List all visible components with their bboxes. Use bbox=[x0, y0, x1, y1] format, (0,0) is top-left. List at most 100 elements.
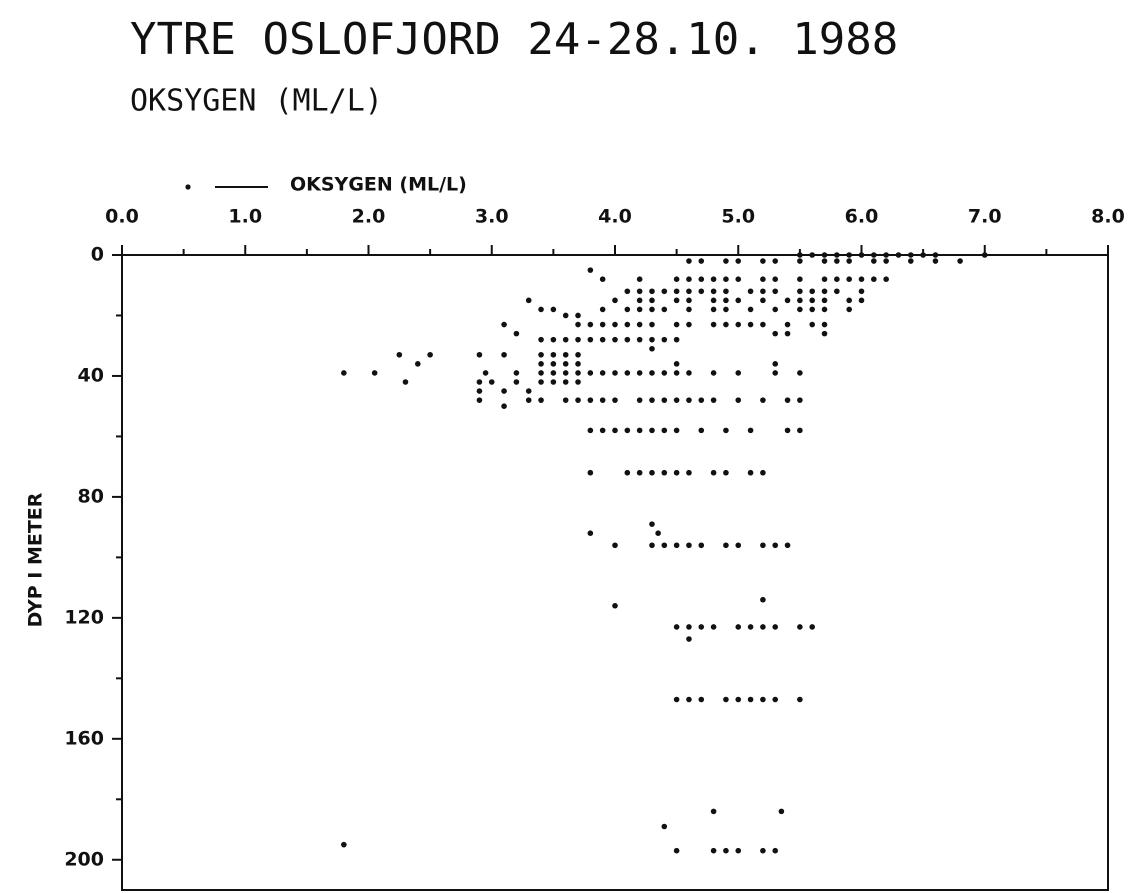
data-point bbox=[575, 361, 581, 367]
data-point bbox=[821, 288, 828, 295]
data-point bbox=[760, 542, 766, 549]
data-point bbox=[636, 336, 643, 343]
data-point bbox=[562, 312, 569, 319]
data-point bbox=[599, 276, 606, 282]
data-point bbox=[562, 336, 569, 343]
data-point bbox=[575, 321, 581, 328]
data-point bbox=[550, 370, 557, 376]
data-point bbox=[686, 258, 692, 264]
data-point bbox=[809, 288, 815, 295]
data-point bbox=[341, 370, 347, 376]
data-point bbox=[760, 276, 766, 282]
data-point bbox=[747, 469, 754, 476]
data-point bbox=[920, 252, 926, 258]
data-point bbox=[612, 336, 618, 343]
data-point bbox=[723, 276, 729, 282]
data-point bbox=[686, 542, 692, 549]
data-point bbox=[599, 427, 606, 434]
data-point bbox=[908, 258, 914, 264]
legend-marker bbox=[185, 184, 191, 190]
data-point bbox=[723, 306, 729, 313]
data-point bbox=[661, 427, 668, 434]
data-point bbox=[809, 624, 815, 630]
data-point bbox=[636, 397, 643, 403]
data-point bbox=[735, 542, 742, 549]
data-point bbox=[501, 403, 507, 409]
data-point bbox=[562, 370, 569, 376]
data-point bbox=[673, 288, 680, 295]
data-point bbox=[587, 397, 594, 403]
data-point bbox=[587, 469, 594, 476]
data-point bbox=[908, 252, 914, 258]
data-point bbox=[735, 370, 742, 376]
data-point bbox=[784, 321, 791, 328]
data-point bbox=[723, 542, 729, 549]
data-point bbox=[686, 696, 692, 703]
data-point bbox=[883, 252, 889, 258]
data-point bbox=[538, 379, 544, 385]
data-point bbox=[482, 370, 489, 376]
y-tick-label: 200 bbox=[64, 848, 104, 870]
data-point bbox=[723, 297, 729, 304]
data-point bbox=[760, 847, 766, 854]
data-point bbox=[772, 258, 779, 264]
data-point bbox=[649, 345, 655, 352]
data-point bbox=[760, 321, 766, 328]
data-point bbox=[735, 321, 742, 328]
y-tick-label: 40 bbox=[78, 364, 104, 386]
data-point bbox=[587, 427, 594, 434]
data-point bbox=[661, 306, 668, 313]
data-point bbox=[599, 321, 606, 328]
data-point bbox=[723, 469, 729, 476]
data-point bbox=[661, 542, 668, 549]
data-point bbox=[710, 306, 717, 313]
data-point bbox=[821, 276, 828, 282]
data-point bbox=[624, 427, 631, 434]
data-point bbox=[673, 624, 680, 630]
data-point bbox=[673, 469, 680, 476]
data-point bbox=[673, 336, 680, 343]
data-point bbox=[649, 336, 655, 343]
data-point bbox=[760, 288, 766, 295]
data-point bbox=[772, 276, 779, 282]
data-point bbox=[575, 370, 581, 376]
data-point bbox=[673, 696, 680, 703]
data-point bbox=[710, 370, 717, 376]
data-point bbox=[525, 397, 532, 403]
data-point bbox=[649, 469, 655, 476]
chart-title: YTRE OSLOFJORD 24-28.10. 1988 bbox=[130, 14, 898, 65]
data-point bbox=[624, 469, 631, 476]
data-point bbox=[476, 397, 483, 403]
data-point bbox=[575, 379, 581, 385]
data-point bbox=[772, 288, 779, 295]
data-point bbox=[735, 847, 742, 854]
data-point bbox=[686, 624, 692, 630]
data-point bbox=[797, 624, 803, 630]
data-point bbox=[797, 696, 803, 703]
data-point bbox=[686, 306, 692, 313]
data-point bbox=[710, 624, 717, 630]
data-point bbox=[834, 252, 840, 258]
data-point bbox=[784, 330, 791, 337]
data-point bbox=[562, 379, 569, 385]
data-point bbox=[525, 297, 532, 304]
data-point bbox=[797, 252, 803, 258]
data-point bbox=[538, 361, 544, 367]
data-point bbox=[673, 297, 680, 304]
data-point bbox=[538, 336, 544, 343]
data-point bbox=[649, 370, 655, 376]
data-point bbox=[821, 321, 828, 328]
x-tick-label: 0.0 bbox=[105, 206, 139, 228]
data-point bbox=[834, 288, 840, 295]
data-point bbox=[673, 321, 680, 328]
x-tick-label: 3.0 bbox=[475, 206, 509, 228]
data-point bbox=[834, 258, 840, 264]
data-point bbox=[686, 397, 692, 403]
data-point bbox=[661, 823, 668, 830]
data-point bbox=[636, 297, 643, 304]
data-point bbox=[575, 312, 581, 319]
data-point bbox=[686, 469, 692, 476]
data-point bbox=[760, 596, 766, 603]
data-point bbox=[895, 252, 902, 258]
data-point bbox=[550, 336, 557, 343]
